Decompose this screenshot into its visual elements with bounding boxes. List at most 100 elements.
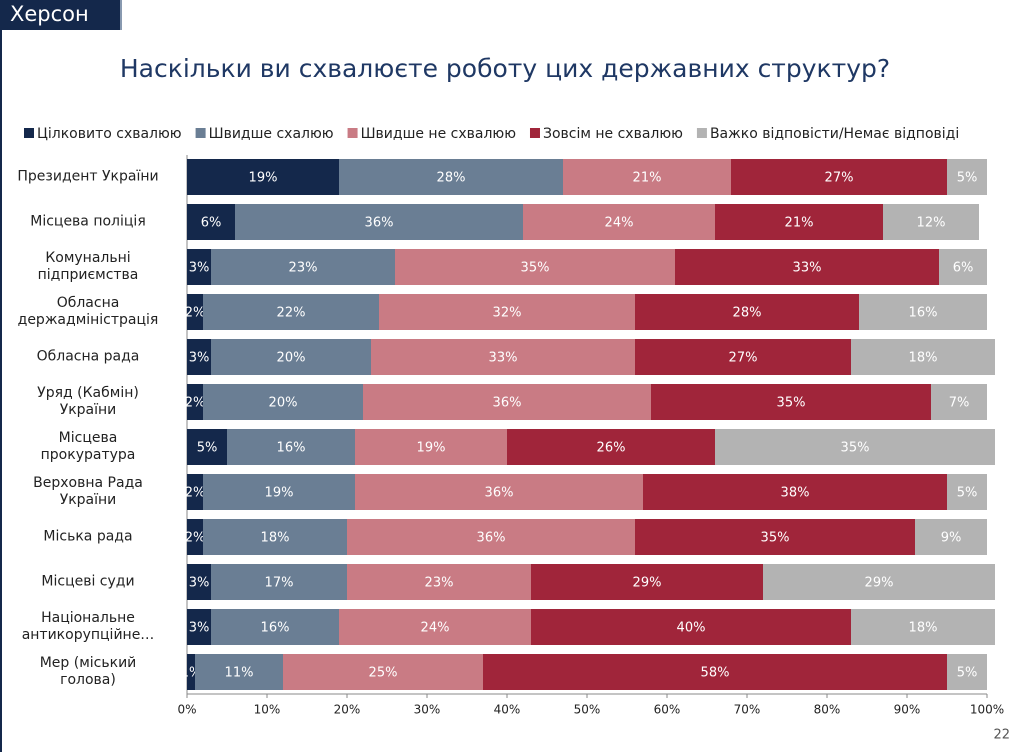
bar-segment xyxy=(731,159,947,195)
legend-swatch xyxy=(195,128,206,138)
value-label: 36% xyxy=(485,486,514,501)
value-label: 18% xyxy=(909,621,938,636)
bar-segment xyxy=(227,429,355,465)
bar-segment xyxy=(347,564,531,600)
legend-swatch xyxy=(24,128,34,138)
bar-segment xyxy=(915,519,987,555)
value-label: 11% xyxy=(225,666,254,681)
bar-segment xyxy=(379,294,635,330)
bar-segment xyxy=(947,654,987,690)
bar-segment xyxy=(395,249,675,285)
bar-segment xyxy=(675,249,939,285)
bar-segment xyxy=(635,339,851,375)
bar-segment xyxy=(203,474,355,510)
x-tick-label: 70% xyxy=(734,703,761,717)
legend-label: Швидше схалюю xyxy=(209,126,334,142)
value-label: 6% xyxy=(201,216,222,231)
value-label: 35% xyxy=(521,261,550,276)
bar-segment xyxy=(187,204,235,240)
value-label: 16% xyxy=(909,306,938,321)
category-label: Місцеві суди xyxy=(41,573,135,590)
value-label: 18% xyxy=(909,351,938,366)
bar-segment xyxy=(635,519,915,555)
category-label: Місцева прокуратура xyxy=(40,430,136,463)
x-tick-label: 80% xyxy=(814,703,841,717)
legend-swatch xyxy=(347,128,358,138)
value-label: 12% xyxy=(917,216,946,231)
bar-segment xyxy=(851,339,995,375)
category-label: Обласна рада xyxy=(36,348,140,365)
legend-swatch xyxy=(696,128,707,138)
bar-segment xyxy=(363,384,651,420)
value-label: 2% xyxy=(185,396,206,411)
bar-segment xyxy=(523,204,715,240)
value-label: 2% xyxy=(185,306,206,321)
value-label: 26% xyxy=(597,441,626,456)
value-label: 5% xyxy=(957,171,978,186)
bar-segment xyxy=(187,609,211,645)
value-label: 16% xyxy=(277,441,306,456)
bar-segment xyxy=(483,654,947,690)
category-label: Комунальні підприємства xyxy=(37,250,139,283)
value-label: 58% xyxy=(701,666,730,681)
value-label: 33% xyxy=(793,261,822,276)
legend-label: Швидше не схвалюю xyxy=(361,126,517,142)
value-label: 19% xyxy=(249,171,278,186)
value-label: 36% xyxy=(493,396,522,411)
value-label: 38% xyxy=(781,486,810,501)
bar-segment xyxy=(203,519,347,555)
header-box xyxy=(0,0,120,30)
bar-segment xyxy=(211,249,395,285)
category-label: Президент України xyxy=(17,168,159,185)
value-label: 2% xyxy=(185,486,206,501)
x-tick-label: 30% xyxy=(414,703,441,717)
x-tick-label: 10% xyxy=(254,703,281,717)
bar-segment xyxy=(939,249,987,285)
bar-segment xyxy=(947,474,987,510)
x-tick-label: 50% xyxy=(574,703,601,717)
bar-segment xyxy=(531,609,851,645)
bar-segment xyxy=(531,564,763,600)
bar-segment xyxy=(947,159,987,195)
bar-segment xyxy=(339,609,531,645)
value-label: 19% xyxy=(417,441,446,456)
value-label: 33% xyxy=(489,351,518,366)
page-number: 22 xyxy=(993,728,1010,743)
legend-label: Цілковито схвалюю xyxy=(37,126,182,142)
value-label: 9% xyxy=(941,531,962,546)
bar-segment xyxy=(651,384,931,420)
value-label: 5% xyxy=(197,441,218,456)
value-label: 23% xyxy=(425,576,454,591)
value-label: 7% xyxy=(949,396,970,411)
bar-segment xyxy=(187,474,203,510)
bar-segment xyxy=(507,429,715,465)
bar-segment xyxy=(563,159,731,195)
value-label: 18% xyxy=(261,531,290,546)
bar-segment xyxy=(211,339,371,375)
value-label: 25% xyxy=(369,666,398,681)
x-tick-label: 0% xyxy=(177,703,196,717)
value-label: 27% xyxy=(825,171,854,186)
bar-segment xyxy=(851,609,995,645)
bar-segment xyxy=(235,204,523,240)
bar-segment xyxy=(339,159,563,195)
chart-title: Наскільки ви схвалюєте роботу цих держав… xyxy=(120,54,890,83)
value-label: 3% xyxy=(189,261,210,276)
category-label: Обласна держадміністрація xyxy=(17,295,159,328)
header-title: Херсон xyxy=(10,2,89,26)
value-label: 3% xyxy=(189,576,210,591)
value-label: 35% xyxy=(777,396,806,411)
bar-segment xyxy=(195,654,283,690)
bar-segment xyxy=(371,339,635,375)
value-label: 35% xyxy=(841,441,870,456)
category-label: Мер (міський голова) xyxy=(39,655,137,688)
category-label: Уряд (Кабмін) України xyxy=(37,385,139,418)
legend-label: Важко відповісти/Немає відповіді xyxy=(710,126,959,142)
category-label: Міська рада xyxy=(43,528,133,545)
legend-label: Зовсім не схвалюю xyxy=(543,126,683,142)
bar-segment xyxy=(643,474,947,510)
value-label: 6% xyxy=(953,261,974,276)
x-tick-label: 40% xyxy=(494,703,521,717)
